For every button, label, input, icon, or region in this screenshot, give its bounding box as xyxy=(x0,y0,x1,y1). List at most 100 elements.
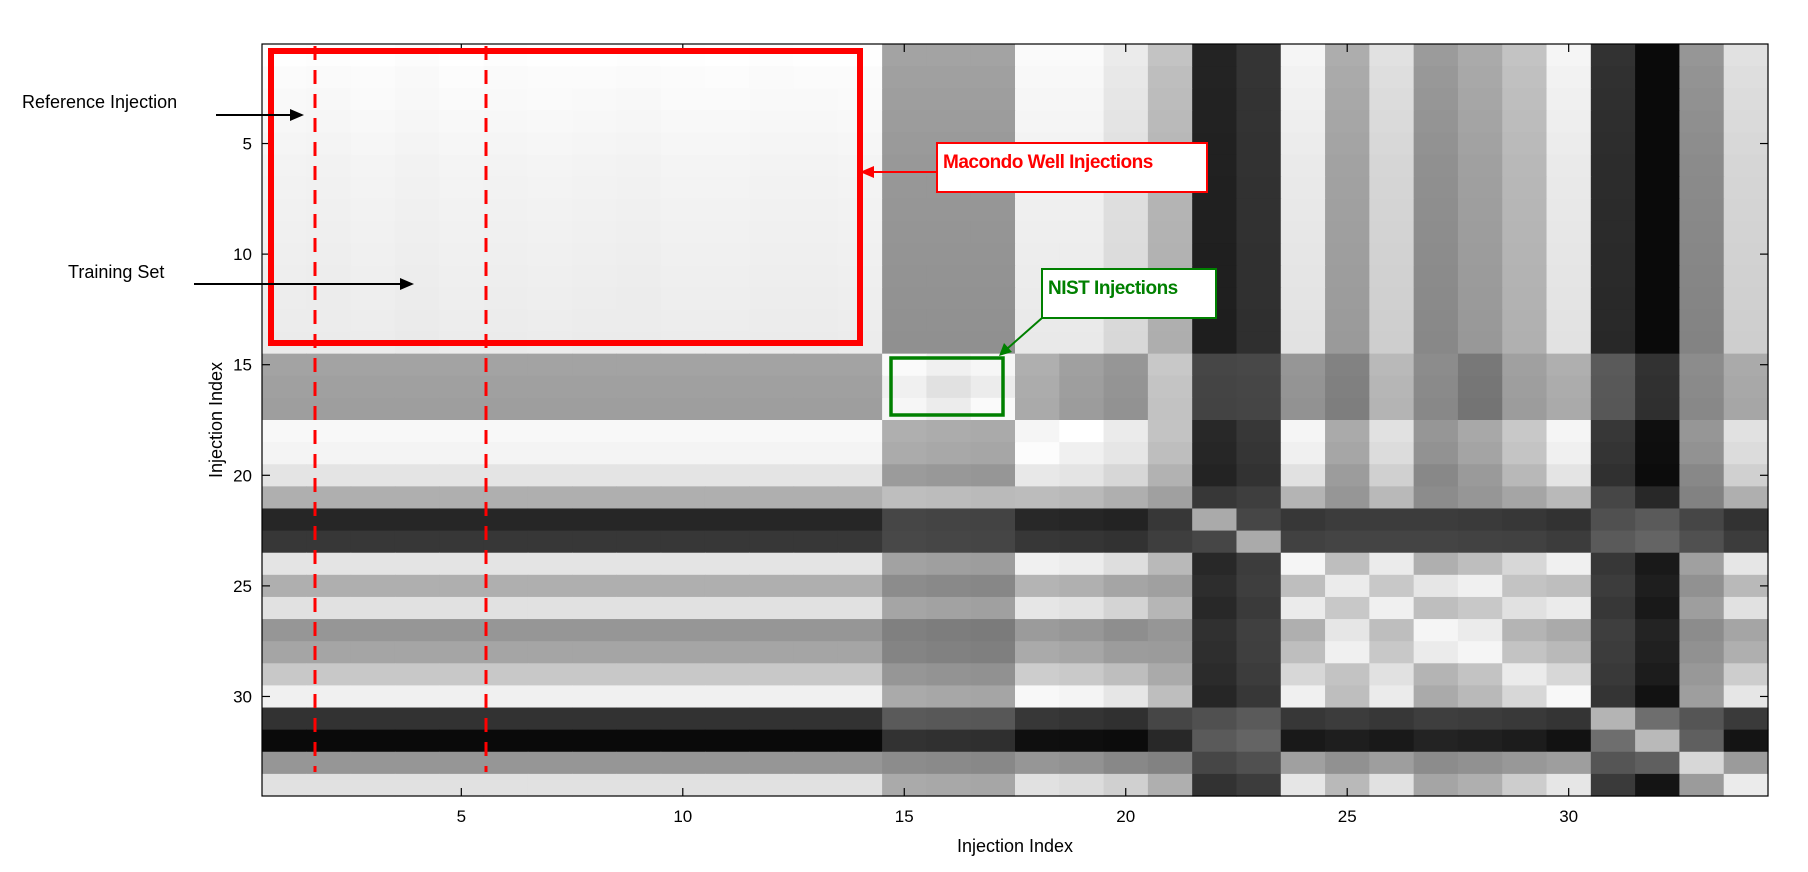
heatmap-cell xyxy=(704,220,750,244)
heatmap-cell xyxy=(1192,88,1238,111)
heatmap-cell xyxy=(1103,420,1149,443)
heatmap-cell xyxy=(882,596,928,620)
heatmap-cell xyxy=(394,574,440,598)
heatmap-cell xyxy=(660,110,706,134)
heatmap-cell xyxy=(1590,397,1636,421)
heatmap-cell xyxy=(483,265,529,288)
heatmap-cell xyxy=(1369,243,1415,266)
heatmap-cell xyxy=(1015,663,1060,687)
heatmap-cell xyxy=(1280,486,1326,510)
heatmap-cell xyxy=(1280,375,1326,399)
reference-injection-label: Reference Injection xyxy=(22,92,177,112)
heatmap-cell xyxy=(1015,88,1060,111)
heatmap-cell xyxy=(1590,220,1636,244)
heatmap-cell xyxy=(1103,751,1149,775)
heatmap-cell xyxy=(394,641,440,664)
heatmap-cell xyxy=(926,375,972,399)
heatmap-cell xyxy=(882,198,928,222)
heatmap-cell xyxy=(483,663,529,687)
heatmap-cell xyxy=(1192,707,1238,731)
heatmap-cell xyxy=(262,773,307,797)
heatmap-cell xyxy=(1723,309,1769,333)
heatmap-cell xyxy=(616,552,662,576)
heatmap-cell xyxy=(483,420,529,443)
heatmap-cell xyxy=(306,375,352,399)
heatmap-cell xyxy=(572,420,617,443)
heatmap-cell xyxy=(262,685,307,709)
heatmap-cell xyxy=(1147,486,1193,510)
heatmap-cell xyxy=(704,243,750,266)
heatmap-cell xyxy=(1280,88,1326,111)
heatmap-cell xyxy=(1457,707,1503,731)
heatmap-cell xyxy=(660,751,706,775)
heatmap-cell xyxy=(527,663,573,687)
heatmap-cell xyxy=(1147,198,1193,222)
heatmap-cell xyxy=(1147,464,1193,487)
heatmap-cell xyxy=(1457,442,1503,465)
heatmap-cell xyxy=(1413,88,1459,111)
heatmap-cell xyxy=(704,464,750,487)
heatmap-cell xyxy=(749,132,795,156)
nist-label: NIST Injections xyxy=(1048,278,1178,299)
heatmap-cell xyxy=(793,486,839,510)
heatmap-cell xyxy=(1059,110,1105,134)
heatmap-cell xyxy=(1325,420,1370,443)
heatmap-cell xyxy=(1369,574,1415,598)
heatmap-cell xyxy=(350,88,396,111)
y-tick-label: 5 xyxy=(243,135,252,154)
heatmap-cell xyxy=(1723,663,1769,687)
heatmap-cell xyxy=(306,110,352,134)
heatmap-cell xyxy=(1546,420,1592,443)
heatmap-cell xyxy=(1192,729,1238,753)
heatmap-cell xyxy=(1635,331,1681,355)
heatmap-cell xyxy=(1280,198,1326,222)
heatmap-cell xyxy=(1590,243,1636,266)
heatmap-cell xyxy=(1325,619,1370,642)
heatmap-cell xyxy=(1457,574,1503,598)
heatmap-cell xyxy=(793,353,839,377)
heatmap-cell xyxy=(1635,132,1681,156)
heatmap-cell xyxy=(1015,508,1060,532)
heatmap-cell xyxy=(262,508,307,532)
heatmap-cell xyxy=(1723,552,1769,576)
heatmap-cell xyxy=(660,397,706,421)
heatmap-cell xyxy=(483,641,529,664)
heatmap-cell xyxy=(1723,331,1769,355)
heatmap-cell xyxy=(1147,685,1193,709)
heatmap-cell xyxy=(1147,596,1193,620)
heatmap-cell xyxy=(1103,442,1149,465)
heatmap-cell xyxy=(882,729,928,753)
heatmap-cell xyxy=(306,663,352,687)
heatmap-cell xyxy=(616,685,662,709)
heatmap-cell xyxy=(1457,486,1503,510)
heatmap-cell xyxy=(394,44,440,67)
heatmap-cell xyxy=(1325,442,1370,465)
heatmap-cell xyxy=(926,265,972,288)
heatmap-cell xyxy=(1369,88,1415,111)
heatmap-cell xyxy=(1635,574,1681,598)
heatmap-cell xyxy=(1325,132,1370,156)
heatmap-cell xyxy=(1280,309,1326,333)
heatmap-cell xyxy=(926,464,972,487)
heatmap-cell xyxy=(616,88,662,111)
heatmap-cell xyxy=(970,243,1016,266)
heatmap-cell xyxy=(660,619,706,642)
heatmap-cell xyxy=(1546,44,1592,67)
heatmap-cell xyxy=(1192,663,1238,687)
heatmap-cell xyxy=(1280,397,1326,421)
heatmap-cell xyxy=(616,663,662,687)
heatmap-cell xyxy=(970,663,1016,687)
heatmap-cell xyxy=(439,552,485,576)
heatmap-cell xyxy=(660,530,706,554)
heatmap-cell xyxy=(1192,486,1238,510)
heatmap-cell xyxy=(837,663,883,687)
heatmap-cell xyxy=(1413,132,1459,156)
heatmap-cell xyxy=(350,508,396,532)
heatmap-cell xyxy=(704,309,750,333)
heatmap-cell xyxy=(616,574,662,598)
heatmap-cell xyxy=(704,420,750,443)
heatmap-cell xyxy=(394,729,440,753)
heatmap-cell xyxy=(394,442,440,465)
heatmap-cell xyxy=(837,707,883,731)
heatmap-cell xyxy=(749,353,795,377)
